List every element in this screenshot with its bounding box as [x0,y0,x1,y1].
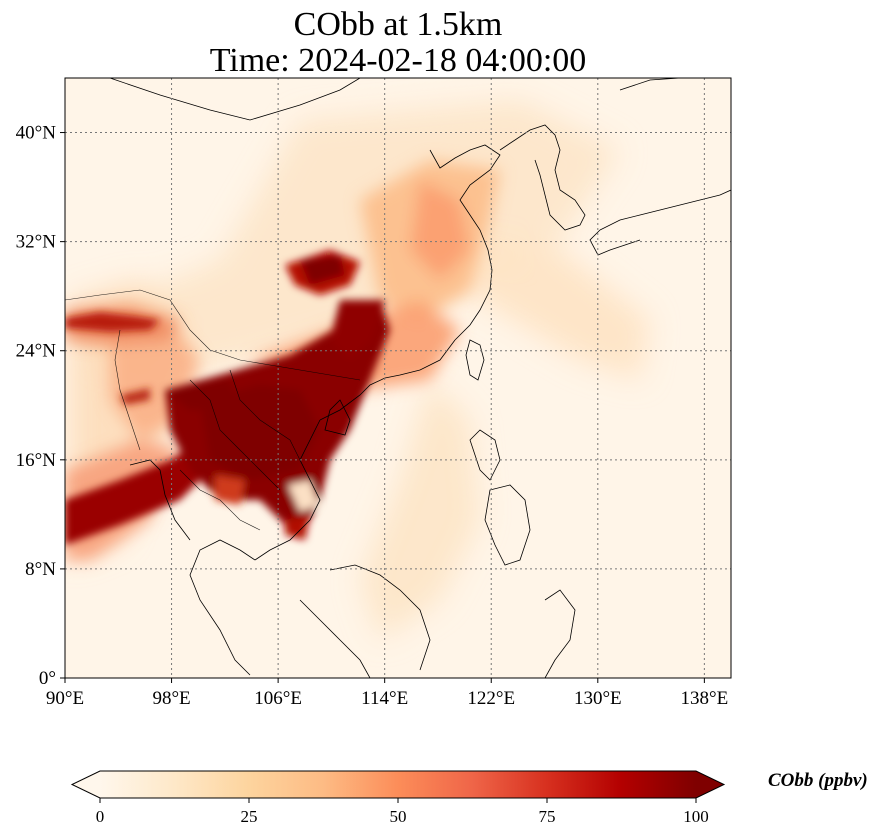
map-title-line2: Time: 2024-02-18 04:00:00 [209,42,587,79]
dense-plume-layer [65,250,390,545]
coastlines [109,78,731,678]
lat-tick-label: 40°N [16,123,57,144]
colorbar-tick-label: 50 [390,807,407,826]
country-borders [65,289,361,531]
map-frame [64,77,732,679]
colorbar-tick-label: 100 [683,807,709,826]
lat-tick-label: 24°N [16,341,57,362]
lon-tick-label: 90°E [46,688,84,709]
longitude-ticks: 90°E 98°E 106°E 114°E 122°E 130°E 138°E [46,678,728,709]
lon-tick-label: 138°E [681,688,729,709]
lat-tick-label: 16°N [16,450,57,471]
colorbar-tick-label: 0 [96,807,105,826]
concentration-field [65,78,731,678]
lat-tick-label: 32°N [16,232,57,253]
colorbar-tick-label: 25 [241,807,258,826]
colorbar-extend-high [696,771,724,798]
gridlines [65,78,731,678]
lat-tick-label: 0° [39,668,56,689]
lon-tick-label: 106°E [254,688,302,709]
lon-tick-label: 122°E [467,688,515,709]
colorbar-tick-label: 75 [539,807,556,826]
colorbar-ticks: 0 25 50 75 100 [96,798,709,826]
colorbar-extend-low [72,771,100,798]
lat-tick-label: 8°N [25,559,56,580]
map-title-line1: CObb at 1.5km [293,6,503,43]
lon-tick-label: 114°E [361,688,408,709]
colorbar-gradient [100,771,696,798]
lon-tick-label: 130°E [574,688,622,709]
lon-tick-label: 98°E [152,688,190,709]
latitude-ticks: 0° 8°N 16°N 24°N 32°N 40°N [16,123,65,689]
colorbar-label: CObb (ppbv) [768,770,868,791]
